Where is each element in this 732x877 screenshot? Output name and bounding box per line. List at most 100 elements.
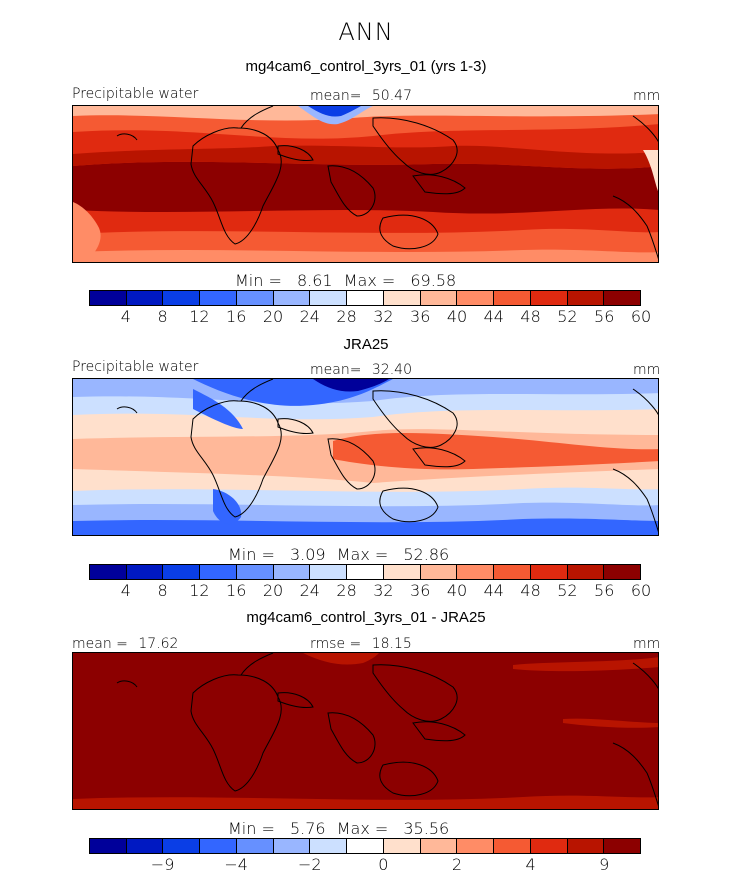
panel-3-rmse: rmse = 18.15 bbox=[310, 636, 412, 652]
colorbar-tick-label: 44 bbox=[483, 307, 504, 326]
colorbar-swatch bbox=[494, 839, 531, 853]
panel-3-units: mm bbox=[633, 636, 661, 652]
panel-2-field bbox=[73, 379, 658, 535]
panel-2-title: JRA25 bbox=[343, 336, 389, 353]
colorbar-swatch bbox=[90, 291, 127, 305]
colorbar-tick-label: 36 bbox=[410, 307, 431, 326]
colorbar-swatch bbox=[310, 291, 348, 305]
panel-3-mean: mean = 17.62 bbox=[72, 636, 179, 652]
colorbar-swatch bbox=[567, 839, 605, 853]
panel-3-map bbox=[72, 652, 659, 810]
colorbar-tick-label: 24 bbox=[299, 307, 320, 326]
panel-1-units: mm bbox=[633, 88, 661, 104]
colorbar-swatch bbox=[567, 291, 605, 305]
colorbar-swatch bbox=[604, 839, 641, 853]
colorbar-swatch bbox=[420, 565, 458, 579]
colorbar-tick-label: 12 bbox=[189, 307, 210, 326]
panel-1-mean: mean= 50.47 bbox=[310, 88, 412, 104]
colorbar-tick-label: 12 bbox=[189, 581, 210, 600]
colorbar-swatch bbox=[126, 291, 164, 305]
colorbar-tick-label: 48 bbox=[520, 307, 541, 326]
colorbar-swatch bbox=[273, 565, 311, 579]
colorbar-swatch bbox=[604, 565, 641, 579]
colorbar-swatch bbox=[163, 565, 201, 579]
panel-2-colorbar bbox=[89, 564, 641, 580]
colorbar-swatch bbox=[457, 839, 495, 853]
colorbar-swatch bbox=[236, 291, 274, 305]
colorbar-swatch bbox=[200, 565, 237, 579]
colorbar-swatch bbox=[530, 565, 568, 579]
colorbar-tick-label: 40 bbox=[446, 581, 468, 600]
colorbar-swatch bbox=[126, 565, 164, 579]
panel-1-coastlines bbox=[116, 106, 658, 260]
colorbar-swatch bbox=[383, 565, 421, 579]
colorbar-tick-label: 24 bbox=[299, 581, 320, 600]
colorbar-swatch bbox=[163, 291, 201, 305]
colorbar-tick-label: 0 bbox=[378, 855, 389, 874]
colorbar-tick-label: 44 bbox=[483, 581, 504, 600]
colorbar-swatch bbox=[530, 291, 568, 305]
panel-3-title: mg4cam6_control_3yrs_01 - JRA25 bbox=[246, 609, 486, 626]
colorbar-tick-label: −2 bbox=[298, 855, 322, 874]
colorbar-swatch bbox=[200, 839, 237, 853]
colorbar-tick-label: 16 bbox=[226, 581, 247, 600]
colorbar-swatch bbox=[273, 291, 311, 305]
colorbar-tick-label: 28 bbox=[336, 581, 357, 600]
colorbar-tick-label: 16 bbox=[226, 307, 247, 326]
colorbar-swatch bbox=[494, 565, 531, 579]
panel-3-minmax: Min = 5.76 Max = 35.56 bbox=[228, 819, 450, 838]
panel-2-units: mm bbox=[633, 362, 661, 378]
colorbar-swatch bbox=[457, 291, 495, 305]
panel-1-map bbox=[72, 105, 659, 263]
colorbar-swatch bbox=[383, 291, 421, 305]
panel-2-mean: mean= 32.40 bbox=[310, 362, 412, 378]
panel-2-map bbox=[72, 378, 659, 536]
colorbar-tick-label: −9 bbox=[150, 855, 175, 874]
colorbar-tick-label: 28 bbox=[336, 307, 357, 326]
panel-1-colorbar bbox=[89, 290, 641, 306]
panel-2-coastlines bbox=[116, 379, 658, 533]
colorbar-tick-label: 4 bbox=[120, 581, 131, 600]
colorbar-tick-label: 52 bbox=[557, 307, 578, 326]
colorbar-tick-label: 32 bbox=[373, 581, 394, 600]
colorbar-swatch bbox=[494, 291, 531, 305]
colorbar-swatch bbox=[90, 839, 127, 853]
colorbar-swatch bbox=[604, 291, 641, 305]
colorbar-swatch bbox=[90, 565, 127, 579]
colorbar-tick-label: 4 bbox=[525, 855, 536, 874]
panel-2-minmax: Min = 3.09 Max = 52.86 bbox=[228, 545, 450, 564]
colorbar-swatch bbox=[457, 565, 495, 579]
colorbar-swatch bbox=[310, 565, 348, 579]
colorbar-swatch bbox=[236, 839, 274, 853]
colorbar-swatch bbox=[126, 839, 164, 853]
colorbar-tick-label: 8 bbox=[157, 581, 168, 600]
colorbar-swatch bbox=[347, 565, 384, 579]
panel-1-field bbox=[73, 106, 658, 262]
colorbar-tick-label: 20 bbox=[262, 307, 284, 326]
colorbar-swatch bbox=[567, 565, 605, 579]
panel-3-colorbar bbox=[89, 838, 641, 854]
colorbar-tick-label: 48 bbox=[520, 581, 541, 600]
colorbar-tick-label: 8 bbox=[157, 307, 168, 326]
colorbar-tick-label: 40 bbox=[446, 307, 468, 326]
figure-title: ANN bbox=[338, 18, 394, 46]
panel-2-variable-label: Precipitable water bbox=[72, 359, 199, 375]
panel-3-coastlines bbox=[116, 653, 658, 807]
panel-1-minmax: Min = 8.61 Max = 69.58 bbox=[235, 271, 457, 290]
colorbar-tick-label: 60 bbox=[630, 581, 652, 600]
colorbar-swatch bbox=[310, 839, 348, 853]
colorbar-swatch bbox=[200, 291, 237, 305]
colorbar-swatch bbox=[163, 839, 201, 853]
panel-1-title: mg4cam6_control_3yrs_01 (yrs 1-3) bbox=[245, 58, 487, 75]
colorbar-tick-label: −4 bbox=[224, 855, 248, 874]
colorbar-tick-label: 4 bbox=[120, 307, 131, 326]
colorbar-tick-label: 32 bbox=[373, 307, 394, 326]
colorbar-tick-label: 56 bbox=[594, 307, 615, 326]
colorbar-tick-label: 56 bbox=[594, 581, 615, 600]
colorbar-swatch bbox=[236, 565, 274, 579]
colorbar-swatch bbox=[273, 839, 311, 853]
colorbar-swatch bbox=[420, 839, 458, 853]
colorbar-swatch bbox=[347, 291, 384, 305]
colorbar-tick-label: 9 bbox=[599, 855, 610, 874]
colorbar-tick-label: 20 bbox=[262, 581, 284, 600]
